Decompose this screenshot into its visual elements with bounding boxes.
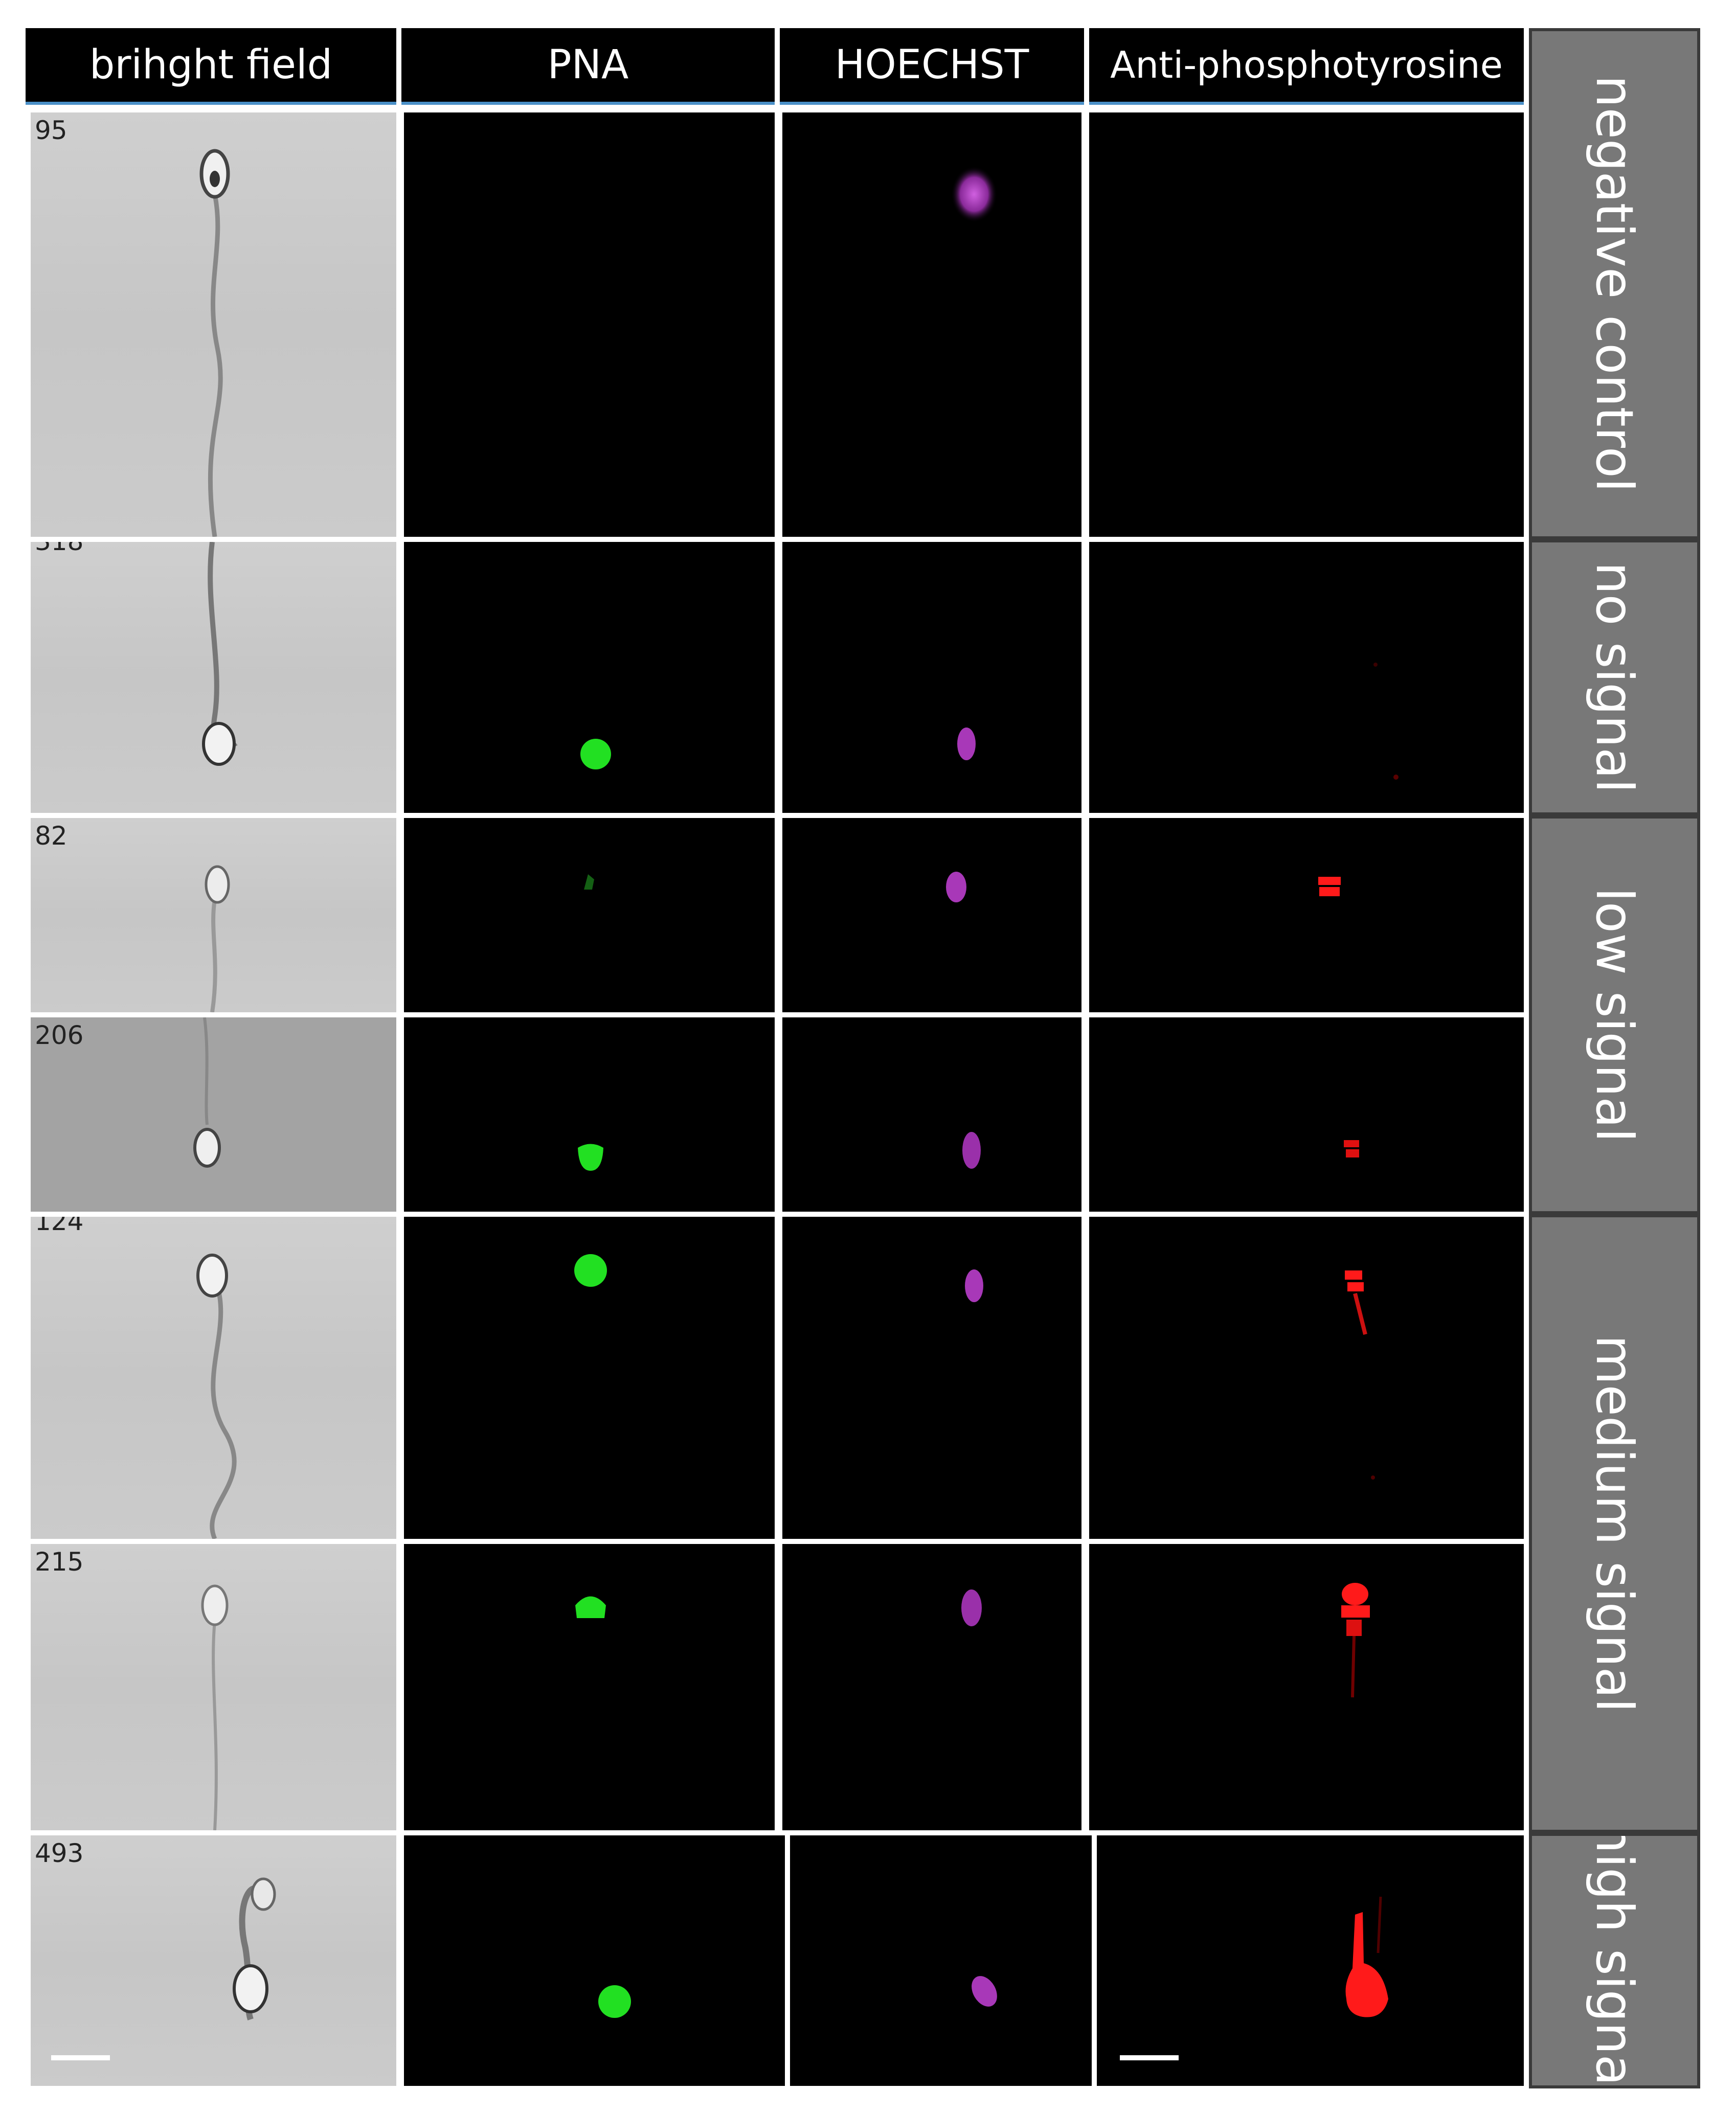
pna-image-row-2 bbox=[404, 542, 775, 813]
sperm-cell-image bbox=[201, 1584, 229, 1830]
group-label-high-signal: high signal bbox=[1529, 1833, 1700, 2088]
cell-number: 318 bbox=[35, 542, 83, 556]
hoechst-stain bbox=[957, 728, 976, 760]
anti-phosphotyrosine-stain bbox=[1344, 1140, 1359, 1157]
hoechst-image-row-5 bbox=[782, 1217, 1081, 1539]
group-label-text: medium signal bbox=[1585, 1334, 1644, 1713]
hoechst-image-row-1 bbox=[782, 112, 1081, 537]
brightfield-image-row-6: 215 bbox=[31, 1544, 396, 1830]
cell-number: 124 bbox=[35, 1217, 84, 1236]
anti-phosphotyrosine-stain bbox=[1373, 663, 1399, 780]
header-pna: PNA bbox=[401, 28, 775, 105]
brightfield-image-row-7: 493 bbox=[31, 1835, 396, 2086]
anti-phosphotyrosine-image-row-4 bbox=[1089, 1017, 1524, 1212]
pna-image-row-6 bbox=[404, 1544, 775, 1830]
brightfield-image-row-2: 318 bbox=[31, 542, 396, 813]
header-bright-field: brihght field bbox=[26, 28, 396, 105]
hoechst-stain bbox=[946, 872, 966, 902]
pna-image-row-1 bbox=[404, 112, 775, 537]
brightfield-image-row-4: 206 bbox=[31, 1017, 396, 1212]
pna-image-row-3 bbox=[404, 818, 775, 1012]
brightfield-image-row-1: 95 bbox=[31, 112, 396, 537]
sperm-cell-image bbox=[205, 865, 230, 1012]
sperm-cell-image bbox=[202, 542, 238, 766]
scale-bar bbox=[51, 2055, 110, 2060]
hoechst-stain bbox=[962, 1132, 981, 1169]
anti-phosphotyrosine-image-row-2 bbox=[1089, 542, 1524, 813]
brightfield-image-row-3: 82 bbox=[31, 818, 396, 1012]
group-label-medium-signal: medium signal bbox=[1529, 1214, 1700, 1833]
anti-phosphotyrosine-stain bbox=[1341, 1583, 1370, 1698]
anti-phosphotyrosine-image-row-7 bbox=[1097, 1835, 1524, 2086]
group-label-text: high signal bbox=[1585, 1833, 1644, 2088]
anti-phosphotyrosine-image-row-5 bbox=[1089, 1217, 1524, 1539]
pna-stain bbox=[580, 739, 611, 769]
anti-phosphotyrosine-stain bbox=[1318, 877, 1341, 896]
scale-bar bbox=[1120, 2055, 1179, 2060]
sperm-cell-image bbox=[193, 1017, 221, 1168]
cell-number: 206 bbox=[35, 1020, 84, 1050]
pna-image-row-5 bbox=[404, 1217, 775, 1539]
group-label-text: negative control bbox=[1585, 75, 1644, 492]
pna-stain bbox=[584, 874, 594, 890]
pna-stain bbox=[598, 1985, 631, 2018]
group-label-text: no signal bbox=[1585, 561, 1644, 793]
sperm-cell-image bbox=[196, 1254, 237, 1539]
group-label-low-signal: low signal bbox=[1529, 815, 1700, 1214]
sperm-cell-image bbox=[199, 149, 230, 537]
brightfield-image-row-5: 124 bbox=[31, 1217, 396, 1539]
pna-stain bbox=[578, 1144, 603, 1171]
header-hoechst: HOECHST bbox=[780, 28, 1084, 105]
hoechst-image-row-4 bbox=[782, 1017, 1081, 1212]
hoechst-stain bbox=[972, 1976, 997, 2007]
anti-phosphotyrosine-image-row-1 bbox=[1089, 112, 1524, 537]
hoechst-image-row-3 bbox=[782, 818, 1081, 1012]
hoechst-image-row-2 bbox=[782, 542, 1081, 813]
hoechst-stain bbox=[951, 166, 997, 222]
group-label-negative-control: negative control bbox=[1529, 28, 1700, 539]
hoechst-stain bbox=[961, 1589, 982, 1626]
hoechst-image-row-6 bbox=[782, 1544, 1081, 1830]
cell-number: 493 bbox=[35, 1838, 84, 1868]
hoechst-stain bbox=[965, 1269, 983, 1302]
pna-stain bbox=[575, 1596, 606, 1618]
cell-number: 82 bbox=[35, 821, 67, 851]
anti-phosphotyrosine-image-row-6 bbox=[1089, 1544, 1524, 1830]
group-label-text: low signal bbox=[1585, 887, 1644, 1143]
anti-phosphotyrosine-stain bbox=[1345, 1896, 1388, 2017]
header-anti-phosphotyrosine: Anti-phosphotyrosine bbox=[1089, 28, 1524, 105]
sperm-cell-image bbox=[233, 1877, 276, 2020]
cell-number: 95 bbox=[35, 116, 67, 145]
group-label-no-signal: no signal bbox=[1529, 539, 1700, 815]
hoechst-image-row-7 bbox=[790, 1835, 1092, 2086]
pna-image-row-7 bbox=[404, 1835, 785, 2086]
pna-stain bbox=[574, 1254, 607, 1287]
anti-phosphotyrosine-image-row-3 bbox=[1089, 818, 1524, 1012]
cell-number: 215 bbox=[35, 1547, 84, 1577]
anti-phosphotyrosine-stain bbox=[1345, 1270, 1375, 1480]
pna-image-row-4 bbox=[404, 1017, 775, 1212]
